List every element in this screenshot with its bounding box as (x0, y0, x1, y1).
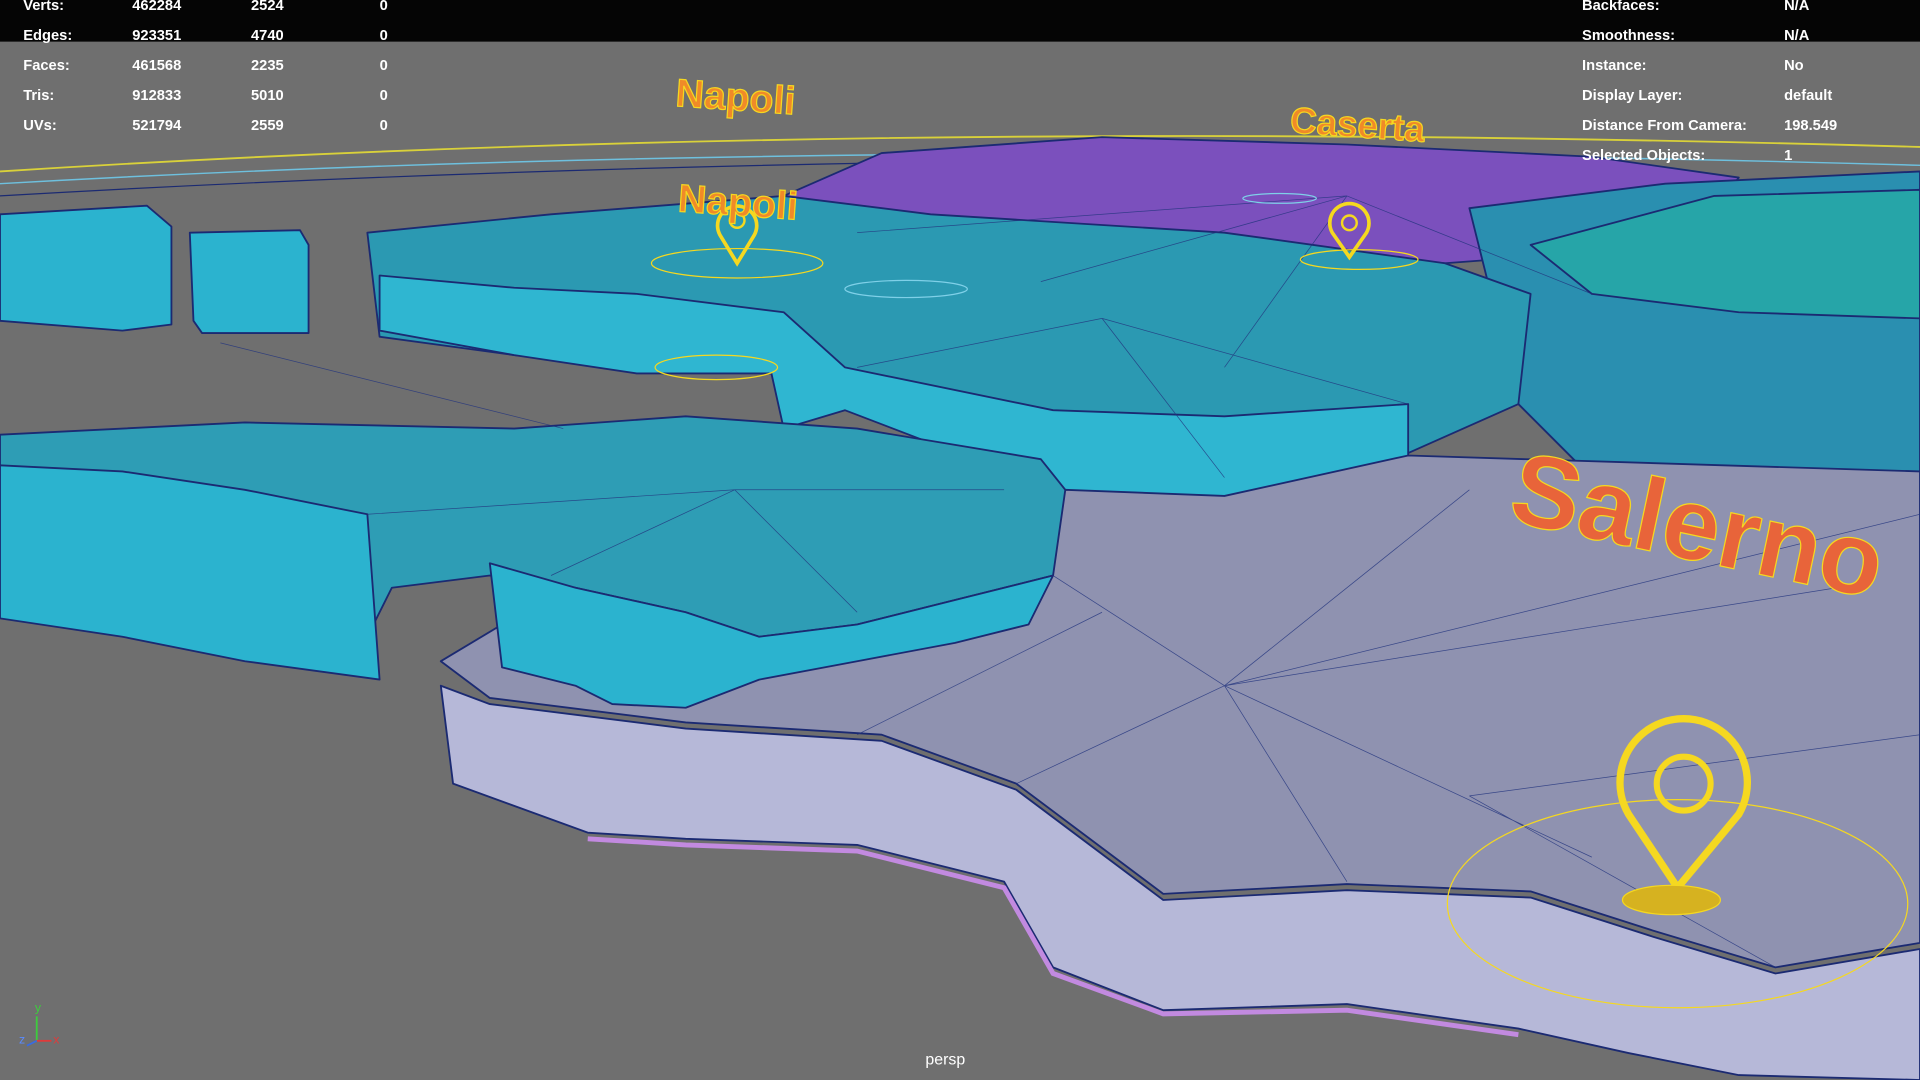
hud-value: No (1784, 58, 1804, 74)
hud-label: Distance From Camera: (1582, 118, 1747, 134)
hud-value: N/A (1784, 28, 1810, 44)
hud-label: Display Layer: (1582, 88, 1682, 104)
hud-value: 0 (380, 88, 388, 104)
hud-value: 4740 (251, 28, 284, 44)
wall-edge (587, 836, 1519, 1038)
axis-label: x (53, 1032, 59, 1046)
wall-lavender (439, 684, 1920, 1080)
hud-value: 198.549 (1784, 118, 1837, 134)
hud-value: 1 (1784, 148, 1792, 164)
wall-teal (488, 562, 1054, 709)
wireframe (220, 195, 1920, 968)
hud-value: 462284 (132, 0, 182, 14)
hud-value: 5010 (251, 88, 284, 104)
wall-teal (378, 274, 1410, 503)
hud-value: 912833 (132, 88, 181, 104)
hud-value: 2235 (251, 58, 284, 74)
hud-value: 2524 (251, 0, 285, 14)
block (188, 229, 310, 334)
city-label: Napoli (674, 72, 796, 123)
axis-label: y (35, 1000, 42, 1014)
hud-value: 0 (380, 58, 388, 74)
hud-label: Smoothness: (1582, 28, 1675, 44)
hud-value: 521794 (132, 118, 182, 134)
hud-value: 461568 (132, 58, 181, 74)
hud-value: 0 (380, 0, 388, 14)
hud-bar (0, 0, 1920, 42)
hud-label: Selected Objects: (1582, 148, 1705, 164)
wall-teal (0, 464, 381, 681)
camera-name: persp (925, 1052, 965, 1069)
hud: Verts: 462284 2524 0 Edges: 923351 4740 0 Faces:… (23, 0, 1837, 164)
region-teal (1529, 188, 1920, 320)
block (0, 204, 173, 332)
hud-value: 0 (380, 28, 388, 44)
hud-label: Tris: (23, 88, 54, 104)
hud-value: 923351 (132, 28, 181, 44)
pin-markers (650, 192, 1909, 1009)
hud-value: N/A (1784, 0, 1810, 14)
hud-label: Instance: (1582, 58, 1646, 74)
hud-value: 0 (380, 118, 388, 134)
hud-label: UVs: (23, 118, 56, 134)
hud-label: Verts: (23, 0, 64, 14)
city-label: Caserta (1289, 100, 1427, 150)
hud-label: Backfaces: (1582, 0, 1660, 14)
axis-label: z (19, 1032, 25, 1046)
hud-value: default (1784, 88, 1832, 104)
horizon-line (0, 135, 1920, 173)
city-label: Napoli (677, 177, 799, 228)
hud-value: 2559 (251, 118, 284, 134)
axis-gizmo: y z x (19, 1000, 59, 1047)
hud-label: Faces: (23, 58, 70, 74)
hud-label: Edges: (23, 28, 72, 44)
